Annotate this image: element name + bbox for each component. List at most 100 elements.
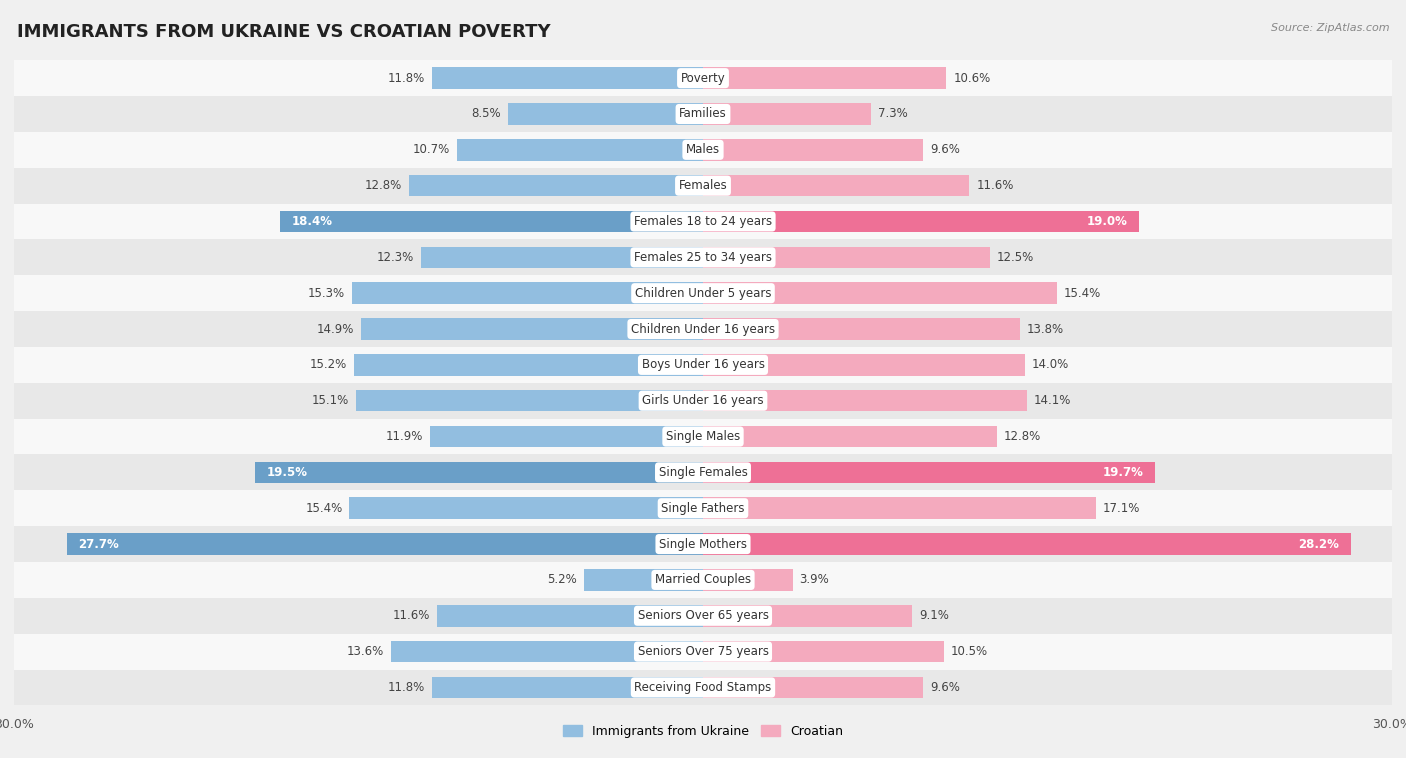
Bar — [14, 455, 1392, 490]
Text: 3.9%: 3.9% — [800, 573, 830, 587]
Bar — [14, 383, 1392, 418]
Bar — [349, 497, 703, 519]
Bar — [703, 390, 1026, 412]
Text: 10.5%: 10.5% — [950, 645, 988, 658]
Bar — [703, 677, 924, 698]
Bar — [703, 67, 946, 89]
Text: 9.6%: 9.6% — [931, 143, 960, 156]
Text: 10.7%: 10.7% — [413, 143, 450, 156]
Bar — [703, 354, 1025, 376]
Legend: Immigrants from Ukraine, Croatian: Immigrants from Ukraine, Croatian — [558, 719, 848, 743]
Text: 9.1%: 9.1% — [920, 609, 949, 622]
Text: Seniors Over 65 years: Seniors Over 65 years — [637, 609, 769, 622]
Bar — [583, 569, 703, 590]
Bar — [14, 240, 1392, 275]
Bar — [256, 462, 703, 483]
Text: Females: Females — [679, 179, 727, 193]
Text: 11.8%: 11.8% — [388, 72, 425, 85]
Text: 11.6%: 11.6% — [392, 609, 430, 622]
Text: 18.4%: 18.4% — [292, 215, 333, 228]
Bar — [703, 426, 997, 447]
Bar — [703, 175, 969, 196]
Bar — [14, 490, 1392, 526]
Text: 27.7%: 27.7% — [79, 537, 120, 550]
Bar — [14, 204, 1392, 240]
Bar — [14, 168, 1392, 204]
Text: 15.4%: 15.4% — [305, 502, 343, 515]
Bar — [14, 275, 1392, 311]
Bar — [14, 347, 1392, 383]
Bar — [352, 283, 703, 304]
Bar — [703, 318, 1019, 340]
Text: Single Males: Single Males — [666, 430, 740, 443]
Bar — [703, 103, 870, 125]
Text: 19.5%: 19.5% — [267, 466, 308, 479]
Bar — [14, 598, 1392, 634]
Text: 13.6%: 13.6% — [346, 645, 384, 658]
Bar — [14, 562, 1392, 598]
Text: Seniors Over 75 years: Seniors Over 75 years — [637, 645, 769, 658]
Bar — [703, 246, 990, 268]
Bar — [14, 526, 1392, 562]
Text: 8.5%: 8.5% — [471, 108, 501, 121]
Text: 15.1%: 15.1% — [312, 394, 349, 407]
Text: Females 18 to 24 years: Females 18 to 24 years — [634, 215, 772, 228]
Bar — [703, 641, 945, 662]
Text: 19.7%: 19.7% — [1104, 466, 1144, 479]
Bar — [67, 534, 703, 555]
Bar — [703, 497, 1095, 519]
Bar — [14, 669, 1392, 706]
Bar — [703, 605, 912, 627]
Text: 19.0%: 19.0% — [1087, 215, 1128, 228]
Bar — [430, 426, 703, 447]
Text: Single Mothers: Single Mothers — [659, 537, 747, 550]
Text: 12.8%: 12.8% — [366, 179, 402, 193]
Text: Boys Under 16 years: Boys Under 16 years — [641, 359, 765, 371]
Text: 13.8%: 13.8% — [1026, 323, 1064, 336]
Bar — [354, 354, 703, 376]
Text: 15.4%: 15.4% — [1063, 287, 1101, 299]
Text: Single Fathers: Single Fathers — [661, 502, 745, 515]
Bar — [280, 211, 703, 232]
Bar — [703, 211, 1139, 232]
Bar — [361, 318, 703, 340]
Bar — [703, 139, 924, 161]
Text: Single Females: Single Females — [658, 466, 748, 479]
Text: 17.1%: 17.1% — [1102, 502, 1140, 515]
Text: 12.8%: 12.8% — [1004, 430, 1040, 443]
Bar — [432, 67, 703, 89]
Bar — [437, 605, 703, 627]
Bar — [14, 60, 1392, 96]
Bar — [703, 569, 793, 590]
Text: Poverty: Poverty — [681, 72, 725, 85]
Bar — [420, 246, 703, 268]
Text: 14.9%: 14.9% — [316, 323, 354, 336]
Text: 15.3%: 15.3% — [308, 287, 344, 299]
Bar — [703, 283, 1057, 304]
Text: 11.6%: 11.6% — [976, 179, 1014, 193]
Text: 7.3%: 7.3% — [877, 108, 907, 121]
Bar — [508, 103, 703, 125]
Bar — [432, 677, 703, 698]
Bar — [14, 311, 1392, 347]
Text: 28.2%: 28.2% — [1298, 537, 1339, 550]
Text: 15.2%: 15.2% — [309, 359, 347, 371]
Bar — [703, 462, 1156, 483]
Bar — [391, 641, 703, 662]
Bar — [409, 175, 703, 196]
Text: 14.1%: 14.1% — [1033, 394, 1071, 407]
Text: 12.5%: 12.5% — [997, 251, 1035, 264]
Bar — [14, 418, 1392, 455]
Text: 10.6%: 10.6% — [953, 72, 991, 85]
Bar — [457, 139, 703, 161]
Text: IMMIGRANTS FROM UKRAINE VS CROATIAN POVERTY: IMMIGRANTS FROM UKRAINE VS CROATIAN POVE… — [17, 23, 551, 41]
Text: 5.2%: 5.2% — [547, 573, 576, 587]
Text: Receiving Food Stamps: Receiving Food Stamps — [634, 681, 772, 694]
Text: Girls Under 16 years: Girls Under 16 years — [643, 394, 763, 407]
Text: Children Under 5 years: Children Under 5 years — [634, 287, 772, 299]
Bar — [356, 390, 703, 412]
Text: Source: ZipAtlas.com: Source: ZipAtlas.com — [1271, 23, 1389, 33]
Text: 11.9%: 11.9% — [385, 430, 423, 443]
Text: Females 25 to 34 years: Females 25 to 34 years — [634, 251, 772, 264]
Text: Married Couples: Married Couples — [655, 573, 751, 587]
